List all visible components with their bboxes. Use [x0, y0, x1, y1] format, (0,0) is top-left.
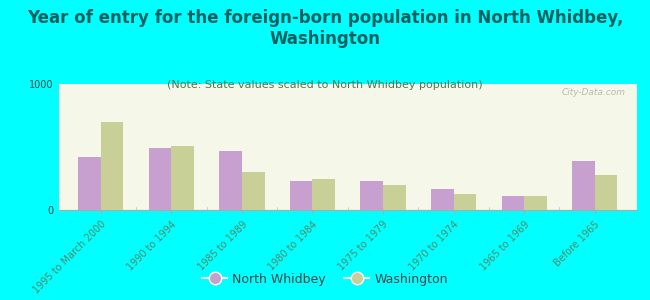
Legend: North Whidbey, Washington: North Whidbey, Washington: [197, 268, 453, 291]
Text: City-Data.com: City-Data.com: [562, 88, 625, 97]
Bar: [454, 194, 476, 210]
Bar: [431, 189, 454, 210]
Bar: [572, 161, 595, 210]
Bar: [502, 196, 524, 210]
Bar: [595, 175, 618, 210]
Bar: [313, 179, 335, 210]
Bar: [361, 181, 383, 210]
Bar: [149, 148, 172, 210]
Bar: [172, 146, 194, 210]
Bar: [524, 196, 547, 210]
Bar: [78, 157, 101, 210]
Bar: [101, 122, 124, 210]
Text: Year of entry for the foreign-born population in North Whidbey,
Washington: Year of entry for the foreign-born popul…: [27, 9, 623, 48]
Bar: [290, 181, 313, 210]
Bar: [219, 151, 242, 210]
Bar: [383, 185, 406, 210]
Bar: [242, 172, 265, 210]
Text: (Note: State values scaled to North Whidbey population): (Note: State values scaled to North Whid…: [167, 80, 483, 89]
